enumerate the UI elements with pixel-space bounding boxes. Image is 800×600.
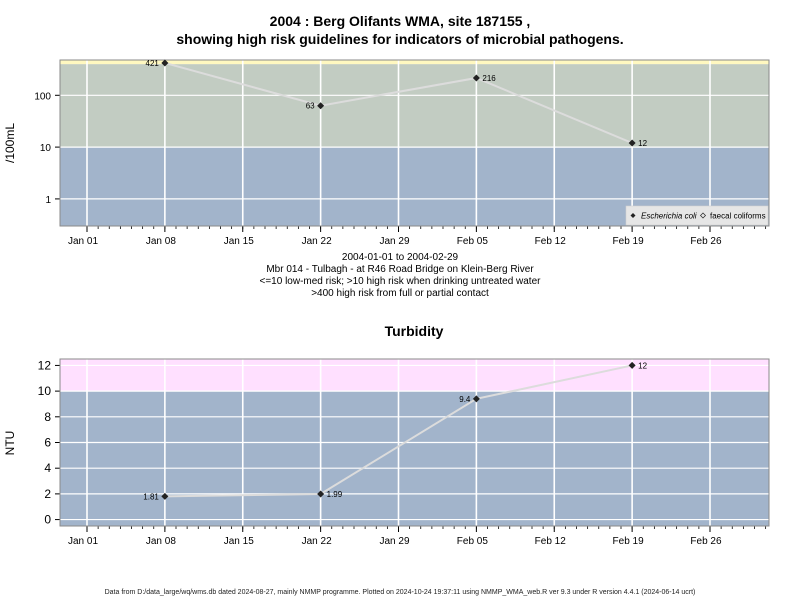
chart2-guideline-band-2 [60, 359, 769, 392]
chart1-legend-box [625, 205, 769, 226]
chart1-y-tick-label: 10 [40, 143, 52, 154]
chart2-frame [59, 358, 770, 527]
caption-station: Mbr 014 - Tulbagh - at R46 Road Bridge o… [266, 264, 534, 275]
chart1-legend-label: Escherichia coli [641, 212, 697, 221]
chart1-x-tick-label: Jan 01 [68, 236, 98, 247]
chart1-guideline-band-3 [60, 60, 769, 65]
chart2-x-tick-label: Feb 26 [690, 536, 722, 547]
chart1-data-label: 216 [482, 74, 496, 83]
chart2-y-tick-label: 2 [44, 487, 51, 501]
legend-open-diamond-icon [700, 212, 706, 219]
chart2-guideline-band-1 [60, 391, 769, 526]
chart1-frame [59, 59, 770, 227]
chart1-legend-label: faecal coliforms [710, 212, 766, 221]
chart2-x-tick-label: Jan 29 [379, 536, 409, 547]
chart1-x-tick-label: Feb 19 [613, 236, 645, 247]
chart2-y-tick-label: 8 [44, 410, 51, 424]
caption-guideline-contact: >400 high risk from full or partial cont… [311, 288, 489, 299]
chart1-x-tick-label: Feb 26 [690, 236, 722, 247]
caption-date-range: 2004-01-01 to 2004-02-29 [341, 252, 459, 263]
chart2-data-point [472, 395, 480, 403]
chart2-data-point [628, 361, 636, 369]
chart2-y-tick-label: 12 [38, 358, 52, 372]
chart1-data-point [628, 139, 636, 147]
chart1-data-point [472, 74, 480, 82]
chart1-y-tick-label: 100 [34, 91, 51, 102]
chart2-data-label: 9.4 [459, 395, 471, 404]
chart2-y-tick-label: 10 [38, 384, 52, 398]
chart2-x-tick-label: Jan 01 [68, 536, 98, 547]
chart2-data-label: 1.81 [143, 492, 159, 501]
footer-credit: Data from D:/data_large/wq/wms.db dated … [104, 589, 696, 596]
chart1-data-label: 63 [306, 102, 315, 111]
chart2-x-tick-label: Jan 15 [224, 536, 254, 547]
chart2-x-tick-label: Jan 22 [302, 536, 332, 547]
chart2-series-line [164, 364, 633, 498]
chart2-title: Turbidity [385, 323, 444, 339]
chart1-guideline-band-2 [60, 64, 769, 148]
chart2-x-tick-label: Feb 12 [535, 536, 567, 547]
chart2-x-tick-label: Feb 19 [613, 536, 645, 547]
chart1-data-point [161, 59, 169, 67]
chart1-series-line [164, 61, 633, 144]
chart1-x-tick-label: Jan 15 [224, 236, 254, 247]
chart-title-line-1: 2004 : Berg Olifants WMA, site 187155 , [269, 13, 531, 29]
chart2-data-label: 12 [638, 361, 647, 370]
chart1-data-label: 421 [146, 59, 160, 68]
chart2-x-tick-label: Feb 05 [457, 536, 489, 547]
legend-filled-diamond-icon [630, 213, 636, 218]
chart2-y-tick-label: 4 [44, 461, 51, 475]
chart2-data-label: 1.99 [327, 490, 343, 499]
chart2-x-tick-label: Jan 08 [146, 536, 176, 547]
chart1-y-axis-label: /100mL [3, 123, 17, 163]
chart1-x-tick-label: Jan 22 [302, 236, 332, 247]
chart1-x-tick-label: Feb 05 [457, 236, 489, 247]
chart1-data-point [317, 102, 325, 110]
chart2-y-tick-label: 0 [44, 513, 51, 527]
chart1-data-label: 12 [638, 139, 647, 148]
chart2-y-axis-label: NTU [3, 431, 17, 456]
chart2-data-point [161, 492, 169, 500]
chart2-data-point [317, 490, 325, 498]
chart-title-line-2: showing high risk guidelines for indicat… [176, 31, 624, 47]
chart1-x-tick-label: Jan 29 [379, 236, 409, 247]
chart1-x-tick-label: Feb 12 [535, 236, 567, 247]
chart2-y-tick-label: 6 [44, 436, 51, 450]
chart1-x-tick-label: Jan 08 [146, 236, 176, 247]
caption-guideline-drinking: <=10 low-med risk; >10 high risk when dr… [259, 276, 541, 287]
chart1-y-tick-label: 1 [45, 195, 51, 206]
